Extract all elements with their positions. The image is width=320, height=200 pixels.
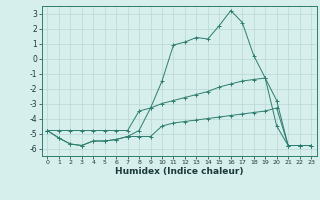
X-axis label: Humidex (Indice chaleur): Humidex (Indice chaleur) <box>115 167 244 176</box>
